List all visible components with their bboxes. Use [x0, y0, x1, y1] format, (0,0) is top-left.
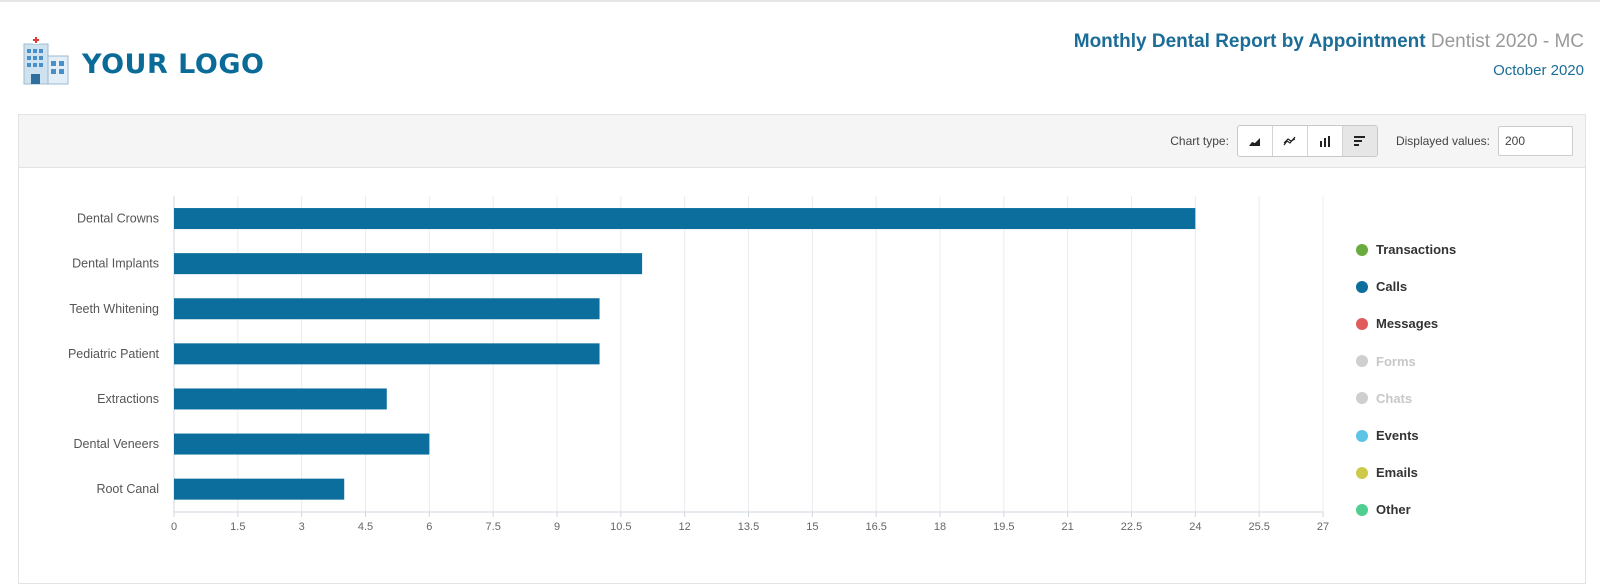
line-chart-icon: [1283, 136, 1296, 146]
top-border: [0, 0, 1600, 2]
bar: [174, 343, 600, 365]
legend-label: Emails: [1376, 465, 1418, 481]
bar-chart-icon: [1353, 136, 1365, 146]
x-tick-label: 15: [806, 521, 818, 533]
x-tick-label: 12: [679, 521, 691, 533]
legend-item-emails[interactable]: Emails: [1356, 454, 1456, 491]
displayed-values-label: Displayed values:: [1395, 134, 1490, 148]
category-label: Pediatric Patient: [68, 347, 160, 361]
chart-toolbar: Chart type:: [19, 115, 1585, 168]
legend-dot: [1356, 392, 1368, 405]
legend-item-transactions[interactable]: Transactions: [1356, 231, 1456, 268]
legend-dot: [1356, 243, 1368, 256]
legend-label: Chats: [1376, 390, 1413, 406]
legend-label: Events: [1376, 428, 1419, 444]
area-chart-button[interactable]: [1238, 126, 1273, 156]
company-logo: YOUR LOGO: [22, 36, 264, 86]
category-label: Dental Crowns: [77, 212, 159, 226]
area-chart-icon: [1248, 138, 1260, 146]
line-chart-button[interactable]: [1273, 126, 1308, 156]
legend-dot: [1356, 280, 1368, 293]
displayed-values-input[interactable]: [1498, 126, 1573, 156]
legend-dot: [1356, 466, 1368, 479]
x-tick-label: 21: [1062, 521, 1074, 533]
legend-label: Other: [1376, 502, 1411, 518]
legend-item-chats[interactable]: Chats: [1356, 380, 1456, 417]
legend-dot: [1356, 503, 1368, 516]
legend-item-forms[interactable]: Forms: [1356, 343, 1456, 380]
hospital-icon: [23, 36, 69, 85]
legend-label: Transactions: [1376, 242, 1457, 258]
x-tick-label: 18: [934, 521, 946, 533]
x-tick-label: 4.5: [358, 521, 373, 533]
bar-chart-button[interactable]: [1342, 126, 1377, 156]
x-tick-label: 7.5: [486, 521, 501, 533]
legend-dot: [1356, 317, 1368, 330]
x-tick-label: 13.5: [738, 521, 759, 533]
bar: [174, 388, 387, 410]
chart-legend: Transactions Calls Messages Forms Chats …: [1356, 231, 1456, 529]
x-tick-label: 3: [299, 521, 305, 533]
chart-type-switcher: [1236, 125, 1378, 157]
legend-label: Messages: [1376, 316, 1439, 332]
category-label: Root Canal: [96, 482, 159, 496]
x-tick-label: 1.5: [230, 521, 245, 533]
legend-item-other[interactable]: Other: [1356, 491, 1456, 528]
bar: [174, 253, 643, 275]
legend-dot: [1356, 429, 1368, 442]
logo-text: YOUR LOGO: [82, 48, 265, 80]
bar: [174, 478, 345, 500]
legend-item-messages[interactable]: Messages: [1356, 305, 1456, 342]
legend-item-calls[interactable]: Calls: [1356, 268, 1456, 305]
x-tick-label: 9: [554, 521, 560, 533]
bar: [174, 433, 430, 455]
column-chart-icon: [1319, 136, 1330, 147]
x-tick-label: 27: [1317, 521, 1329, 533]
legend-label: Forms: [1376, 353, 1416, 369]
category-label: Extractions: [97, 392, 159, 406]
legend-label: Calls: [1376, 279, 1408, 295]
category-label: Dental Implants: [72, 257, 159, 271]
bar: [174, 298, 600, 320]
legend-item-events[interactable]: Events: [1356, 417, 1456, 454]
report-header: Monthly Dental Report by Appointment Den…: [1074, 30, 1584, 79]
x-tick-label: 25.5: [1248, 521, 1269, 533]
x-tick-label: 0: [171, 521, 177, 533]
legend-dot: [1356, 355, 1368, 368]
x-tick-label: 24: [1189, 521, 1201, 533]
bar: [174, 208, 1196, 230]
report-title: Monthly Dental Report by Appointment: [1073, 31, 1426, 52]
column-chart-button[interactable]: [1308, 126, 1343, 156]
x-tick-label: 10.5: [610, 521, 631, 533]
chart-type-label: Chart type:: [1170, 134, 1229, 148]
category-label: Dental Veneers: [74, 437, 159, 451]
x-tick-label: 22.5: [1121, 521, 1142, 533]
category-label: Teeth Whitening: [69, 302, 159, 316]
report-subtitle: Dentist 2020 - MC: [1430, 31, 1584, 52]
report-month: October 2020: [1493, 62, 1584, 79]
x-tick-label: 19.5: [993, 521, 1014, 533]
x-tick-label: 6: [426, 521, 432, 533]
x-tick-label: 16.5: [865, 521, 886, 533]
